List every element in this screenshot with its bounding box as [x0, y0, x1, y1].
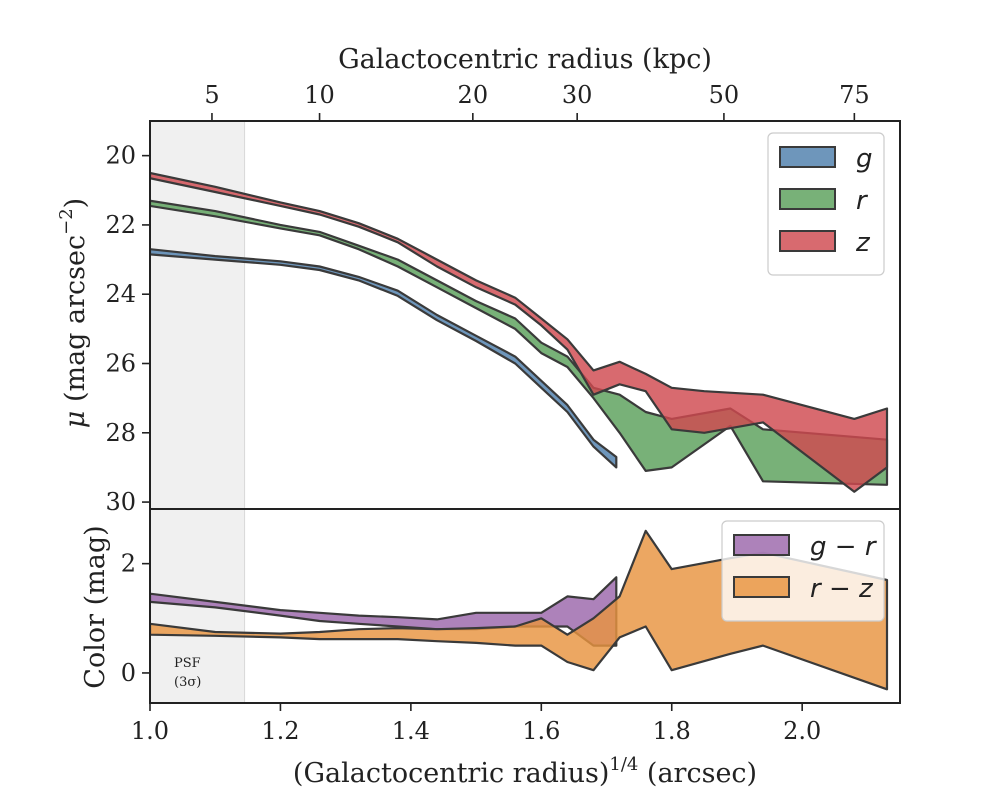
x-tick-label: 1.8 [653, 717, 691, 745]
series-band-g-top [150, 248, 618, 469]
x-axis-title: (Galactocentric radius)1/4 (arcsec) [293, 754, 757, 789]
y-tick-label: 24 [105, 280, 136, 308]
x-tick-label: 1.6 [522, 717, 560, 745]
top-y-axis-title: μ (mag arcsec−2) [56, 198, 91, 428]
psf-label: PSF [174, 656, 201, 671]
y-tick-label: 2 [121, 550, 136, 578]
top-x-tick-label: 30 [562, 81, 593, 109]
plot-area [150, 529, 889, 691]
series-band-z-top [150, 171, 889, 493]
series-band-rz-bottom [150, 529, 889, 691]
series-band-gr-bottom [150, 576, 618, 647]
y-tick-label: 0 [121, 659, 136, 687]
y-tick-label: 22 [105, 211, 136, 239]
legend-label: r [856, 186, 869, 216]
top-x-axis-title: Galactocentric radius (kpc) [338, 44, 712, 75]
bottom-panel: 0 2 g − r r − z [121, 508, 901, 704]
panel-frame [149, 508, 901, 704]
top-panel: 20 22 24 26 28 30 grz [105, 120, 901, 516]
top-x-tick-label: 20 [458, 81, 489, 109]
legend-label: g [856, 144, 873, 174]
legend-swatch [779, 188, 836, 210]
legend-label: z [855, 228, 871, 258]
x-tick-label: 1.2 [261, 717, 299, 745]
top-x-tick-label: 5 [204, 81, 219, 109]
legend-label: r − z [810, 574, 874, 604]
y-tick-label: 26 [105, 350, 136, 378]
plot-area [150, 171, 889, 493]
top-x-tick-label: 50 [709, 81, 740, 109]
psf-sigma-label: (3σ) [174, 675, 201, 690]
x-tick-label: 1.0 [131, 717, 169, 745]
x-tick-label: 2.0 [783, 717, 821, 745]
legend-label: g − r [810, 532, 878, 562]
bottom-y-axis-title: Color (mag) [80, 525, 111, 688]
y-tick-label: 20 [105, 142, 136, 170]
legend-swatch [733, 576, 790, 598]
legend-swatch [779, 146, 836, 168]
y-tick-label: 30 [105, 488, 136, 516]
top-x-tick-label: 75 [839, 81, 870, 109]
y-tick-label: 28 [105, 419, 136, 447]
legend-swatch [733, 534, 790, 556]
top-x-tick-label: 10 [304, 81, 335, 109]
x-tick-label: 1.4 [392, 717, 430, 745]
legend-swatch [779, 230, 836, 252]
